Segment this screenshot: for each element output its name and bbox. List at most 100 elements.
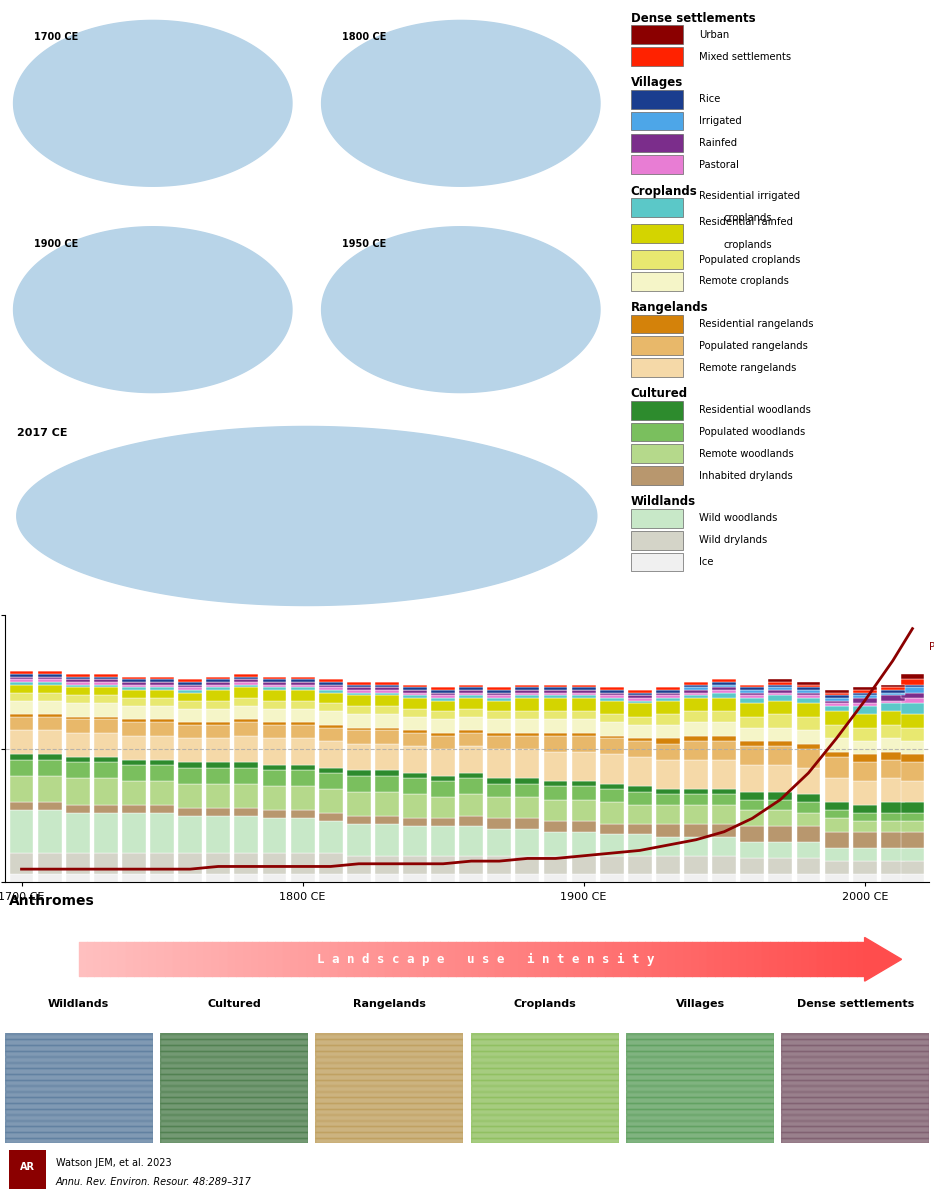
Bar: [94, 679, 118, 682]
Bar: [516, 690, 539, 692]
Bar: [572, 821, 596, 832]
Bar: [150, 760, 174, 764]
Text: Villages: Villages: [675, 998, 725, 1009]
Bar: [797, 749, 820, 768]
Text: Remote rangelands: Remote rangelands: [699, 362, 797, 373]
Bar: [626, 1127, 774, 1132]
Bar: [160, 1057, 308, 1062]
Bar: [488, 749, 511, 779]
Bar: [769, 690, 792, 692]
Bar: [741, 692, 764, 696]
Bar: [516, 875, 539, 882]
Bar: [150, 875, 174, 882]
Bar: [684, 788, 708, 794]
Bar: [684, 760, 708, 788]
Bar: [37, 803, 62, 810]
Bar: [206, 816, 230, 853]
Bar: [656, 794, 680, 805]
Bar: [160, 1127, 308, 1132]
Bar: [5, 1121, 152, 1126]
Bar: [347, 744, 371, 770]
Bar: [853, 755, 877, 762]
Bar: [290, 818, 315, 853]
Bar: [290, 764, 315, 770]
Bar: [432, 818, 455, 827]
Bar: [9, 810, 34, 853]
Bar: [741, 764, 764, 792]
Bar: [316, 1051, 463, 1056]
Bar: [375, 727, 399, 730]
Bar: [9, 775, 34, 803]
Bar: [713, 856, 736, 875]
Bar: [178, 768, 202, 784]
Bar: [65, 716, 90, 720]
Text: Wild woodlands: Wild woodlands: [699, 514, 777, 523]
Bar: [488, 701, 511, 712]
Bar: [600, 692, 624, 696]
Bar: [853, 781, 877, 805]
Bar: [375, 823, 399, 856]
Bar: [318, 725, 343, 727]
Bar: [234, 784, 259, 808]
Bar: [825, 703, 848, 706]
Bar: [5, 1092, 152, 1097]
Bar: [403, 685, 427, 688]
Bar: [572, 786, 596, 799]
Bar: [37, 875, 62, 882]
Bar: [782, 1097, 929, 1103]
Bar: [684, 805, 708, 823]
Bar: [516, 688, 539, 690]
Text: Ice: Ice: [699, 557, 714, 566]
Bar: [122, 853, 146, 875]
Bar: [741, 698, 764, 703]
Bar: [572, 751, 596, 781]
Bar: [9, 875, 34, 882]
Bar: [600, 714, 624, 722]
Bar: [544, 720, 568, 733]
Bar: [825, 779, 848, 803]
Bar: [600, 803, 624, 823]
Bar: [628, 823, 652, 834]
Bar: [150, 853, 174, 875]
Bar: [488, 696, 511, 698]
Bar: [178, 709, 202, 722]
Bar: [825, 692, 848, 696]
Bar: [318, 740, 343, 768]
Bar: [656, 838, 680, 856]
Bar: [290, 853, 315, 875]
Bar: [316, 1086, 463, 1091]
Bar: [516, 692, 539, 696]
Bar: [318, 773, 343, 788]
Bar: [626, 1033, 774, 1039]
Bar: [853, 703, 877, 706]
Bar: [460, 692, 483, 696]
Bar: [769, 810, 792, 827]
Bar: [471, 1027, 618, 1033]
Bar: [600, 755, 624, 784]
Bar: [797, 703, 820, 716]
Bar: [713, 823, 736, 838]
Bar: [160, 1103, 308, 1109]
Bar: [9, 755, 34, 760]
Bar: [403, 779, 427, 794]
Bar: [37, 692, 62, 701]
Bar: [150, 682, 174, 685]
Bar: [782, 1127, 929, 1132]
Bar: [713, 698, 736, 712]
Bar: [853, 740, 877, 755]
Bar: [316, 1033, 463, 1039]
Bar: [122, 764, 146, 781]
Bar: [318, 712, 343, 725]
Bar: [544, 685, 568, 688]
Bar: [347, 714, 371, 727]
Bar: [262, 818, 287, 853]
Bar: [600, 788, 624, 803]
Bar: [825, 862, 848, 875]
Bar: [318, 875, 343, 882]
Bar: [150, 814, 174, 853]
Text: Residential rainfed: Residential rainfed: [699, 217, 793, 227]
Bar: [853, 688, 877, 690]
Text: Anthromes: Anthromes: [9, 894, 95, 908]
Bar: [9, 760, 34, 775]
Bar: [178, 685, 202, 688]
